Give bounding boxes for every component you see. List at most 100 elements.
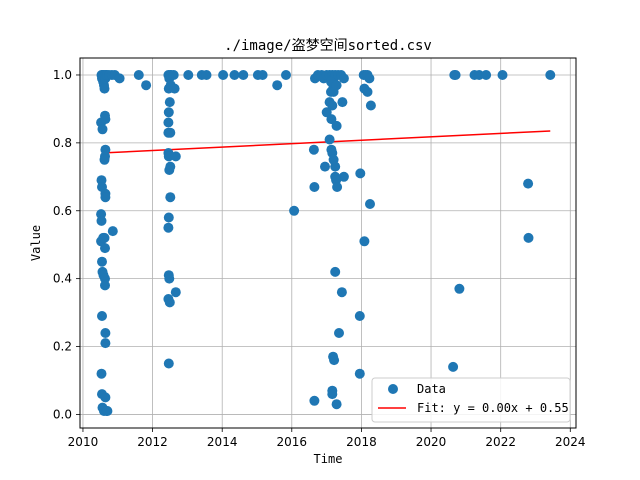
data-point: [326, 114, 337, 125]
legend: Data Fit: y = 0.00x + 0.55: [371, 377, 571, 423]
data-point: [281, 70, 291, 80]
data-point: [324, 134, 335, 145]
data-point: [545, 70, 556, 80]
data-point: [523, 232, 534, 243]
data-points: [96, 70, 556, 416]
data-point: [309, 182, 320, 192]
data-point: [100, 328, 111, 338]
data-point: [354, 311, 365, 321]
data-point: [163, 151, 174, 162]
data-point: [100, 243, 110, 254]
data-point: [308, 144, 319, 155]
x-tick-label: 2020: [416, 435, 447, 449]
y-tick-label: 0.8: [53, 136, 72, 150]
data-point: [100, 338, 111, 349]
legend-box: [371, 377, 571, 423]
plot-frame: [79, 57, 577, 429]
data-point: [165, 127, 176, 138]
legend-label-fit: Fit: y = 0.00x + 0.55: [417, 401, 569, 415]
data-point: [474, 70, 485, 80]
data-point: [96, 368, 107, 379]
data-point: [331, 80, 342, 91]
x-tick-label: 2022: [485, 435, 516, 449]
data-point: [450, 70, 461, 80]
data-point: [359, 236, 370, 247]
data-point: [97, 311, 107, 321]
x-tick-label: 2024: [555, 435, 586, 449]
data-point: [163, 358, 174, 369]
data-point: [114, 73, 125, 84]
data-point: [448, 361, 459, 372]
data-point: [164, 97, 175, 108]
data-point: [100, 280, 110, 291]
data-point: [329, 355, 340, 366]
x-axis-label: Time: [314, 452, 343, 466]
y-tick-label: 0.2: [53, 340, 72, 354]
data-point: [163, 212, 174, 223]
x-tick-label: 2014: [207, 435, 238, 449]
data-point: [168, 70, 179, 80]
data-point: [355, 168, 366, 179]
data-point: [133, 70, 144, 80]
data-point: [100, 392, 111, 403]
data-point: [320, 161, 330, 172]
data-point: [334, 328, 344, 338]
data-point: [183, 70, 194, 80]
data-point: [238, 70, 249, 80]
data-point: [272, 80, 283, 91]
x-tick-label: 2012: [137, 435, 168, 449]
data-point: [337, 97, 348, 108]
data-point: [309, 395, 320, 406]
data-point: [99, 232, 110, 243]
data-point: [170, 151, 181, 162]
data-point: [99, 154, 110, 165]
y-tick-label: 0.6: [53, 204, 72, 218]
data-point: [165, 161, 176, 172]
data-point: [229, 70, 240, 80]
data-point: [218, 70, 229, 80]
data-point: [338, 73, 349, 84]
data-point: [327, 389, 338, 400]
legend-label-data: Data: [417, 382, 446, 396]
x-tick-label: 2016: [277, 435, 308, 449]
data-point: [257, 70, 268, 80]
data-point: [289, 205, 300, 216]
data-point: [497, 70, 508, 80]
data-point: [100, 192, 111, 203]
data-point: [164, 297, 175, 308]
data-point: [330, 161, 341, 172]
data-point: [96, 215, 107, 226]
x-tick-label: 2018: [346, 435, 377, 449]
y-tick-label: 1.0: [53, 68, 72, 82]
data-point: [338, 171, 349, 182]
chart-title: ./image/盗梦空间sorted.csv: [224, 38, 432, 54]
data-point: [164, 273, 175, 284]
data-point: [331, 399, 342, 410]
data-point: [97, 124, 108, 135]
data-point: [332, 182, 343, 192]
data-point: [327, 100, 338, 111]
data-point: [364, 73, 375, 84]
x-tick-label: 2010: [68, 435, 99, 449]
data-point: [163, 107, 174, 118]
data-point: [365, 199, 375, 209]
data-point: [201, 70, 212, 80]
legend-marker-data: [388, 384, 398, 394]
data-point: [354, 368, 365, 379]
data-point: [163, 222, 174, 233]
data-point: [330, 266, 341, 277]
data-point: [170, 287, 181, 298]
data-point: [365, 100, 376, 111]
data-point: [141, 80, 152, 91]
data-point: [454, 283, 465, 294]
y-tick-label: 0.0: [53, 407, 72, 421]
axis-ticks: 2010 2012 2014 2016 2018 2020 2022 2024 0.0 0.2 0.…: [53, 68, 586, 449]
data-point: [107, 226, 118, 237]
data-point: [481, 70, 492, 80]
data-point: [331, 120, 342, 131]
y-tick-label: 0.4: [53, 272, 72, 286]
data-point: [97, 256, 107, 267]
y-axis-label: Value: [29, 225, 43, 261]
data-point: [336, 287, 347, 298]
